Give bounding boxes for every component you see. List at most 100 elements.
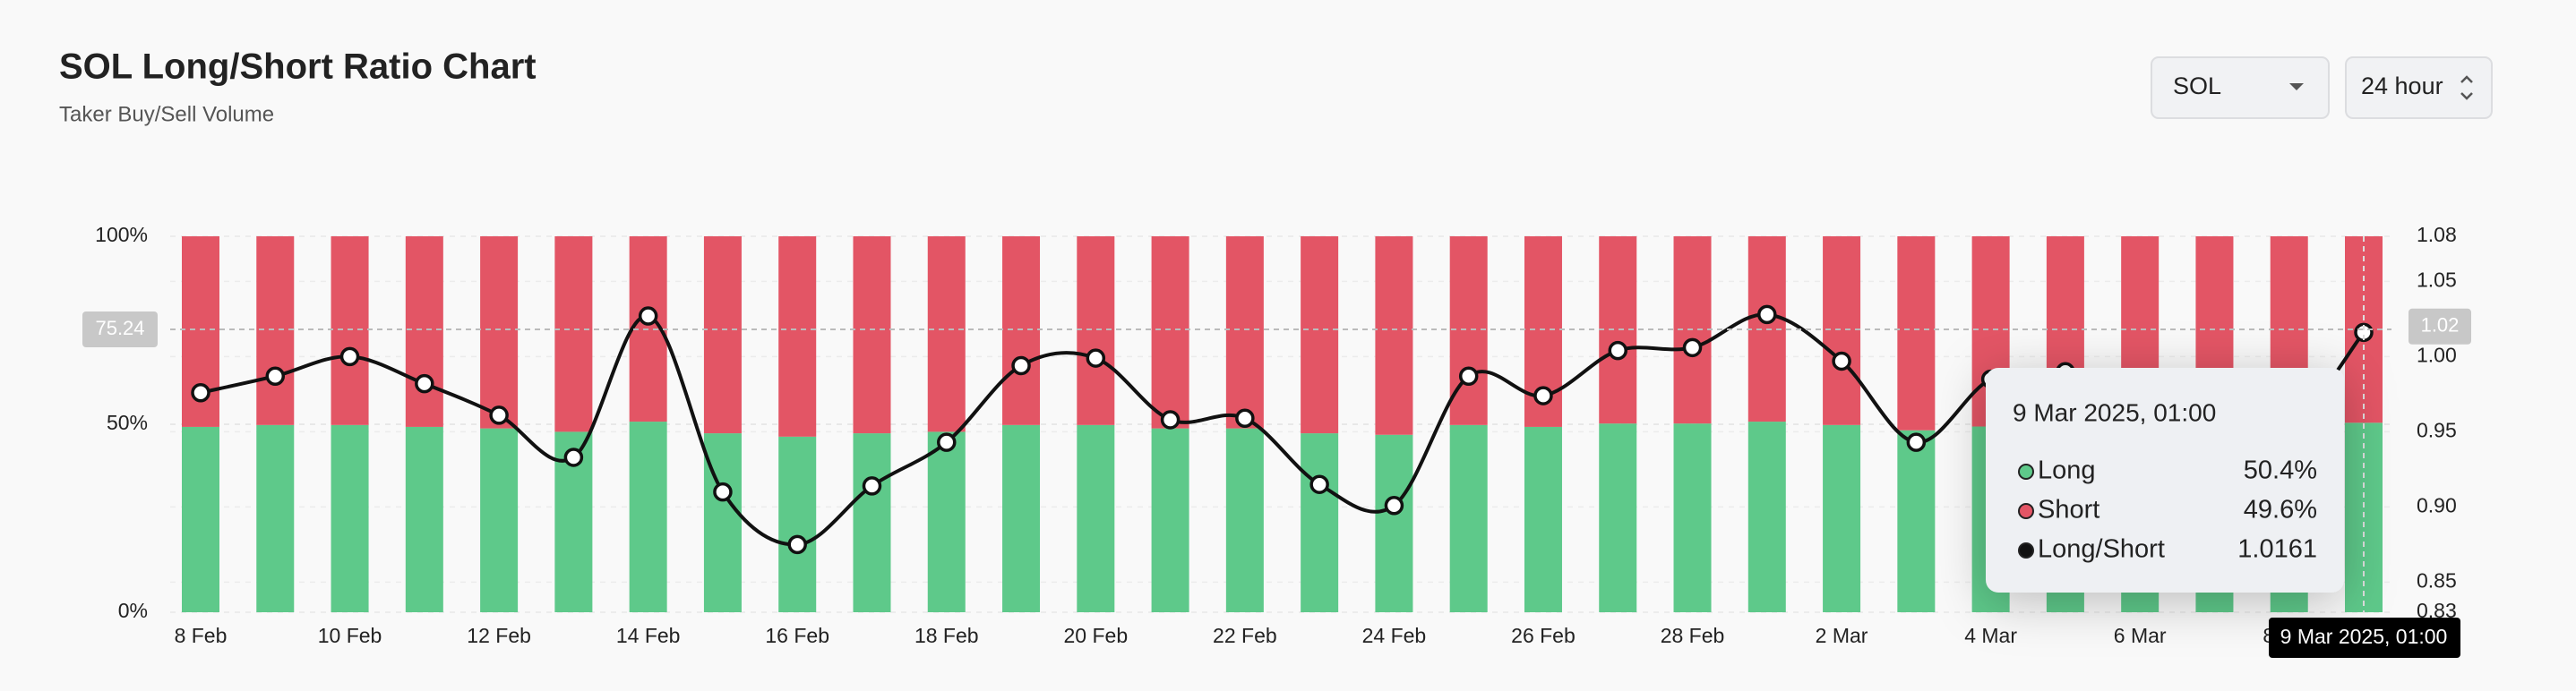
bar-segment bbox=[1897, 236, 1936, 431]
bar-segment bbox=[480, 428, 519, 612]
bar-segment bbox=[1449, 236, 1488, 425]
bar-segment bbox=[1823, 236, 1861, 425]
bar-segment bbox=[405, 426, 443, 612]
tooltip-value: 1.0161 bbox=[2237, 535, 2317, 564]
crosshair-x-label: 9 Mar 2025, 01:00 bbox=[2280, 625, 2448, 648]
ratio-point bbox=[1682, 337, 1703, 358]
ratio-point bbox=[339, 346, 360, 367]
bar-segment bbox=[480, 236, 519, 429]
bar-segment bbox=[1225, 428, 1264, 612]
ratio-point bbox=[1832, 351, 1851, 371]
tooltip-value: 50.4% bbox=[2244, 456, 2317, 485]
bar-segment bbox=[1449, 424, 1488, 612]
bar-segment bbox=[1301, 433, 1339, 612]
ratio-point bbox=[1608, 340, 1627, 361]
x-tick-label: 20 Feb bbox=[1064, 624, 1129, 647]
x-tick-label: 8 Feb bbox=[175, 624, 228, 647]
dropdown-box[interactable] bbox=[2151, 56, 2330, 119]
bar-segment bbox=[1524, 426, 1562, 612]
crosshair-y2-box bbox=[2409, 308, 2471, 345]
y-tick-label: 100% bbox=[95, 223, 148, 246]
bar-segment bbox=[1747, 422, 1786, 612]
bar-segment bbox=[703, 236, 742, 434]
bar-segment bbox=[256, 424, 295, 612]
tooltip-name: Long bbox=[2038, 456, 2096, 485]
ratio-point bbox=[1011, 355, 1031, 376]
period-dropdown[interactable]: 24 hour bbox=[2345, 56, 2493, 119]
chevron bbox=[2289, 83, 2304, 90]
bar-segment bbox=[1823, 424, 1861, 612]
x-tick-label: 10 Feb bbox=[318, 624, 382, 647]
bar-segment bbox=[1151, 236, 1189, 429]
ratio-point bbox=[787, 534, 807, 555]
tooltip-name: Short bbox=[2038, 496, 2099, 525]
bar-segment bbox=[1002, 236, 1041, 425]
ratio-point bbox=[191, 382, 210, 403]
ratio-point bbox=[1906, 432, 1927, 452]
ratio-point bbox=[1235, 408, 1255, 429]
bar-segment bbox=[1301, 236, 1339, 434]
chevron bbox=[2460, 75, 2473, 100]
ratio-point bbox=[1757, 304, 1777, 325]
crosshair-y-label: 75.24 bbox=[95, 317, 144, 339]
ratio-point bbox=[2354, 322, 2374, 343]
bar-segment bbox=[778, 436, 817, 612]
x-tick-label: 26 Feb bbox=[1511, 624, 1576, 647]
subtitle: Taker Buy/Sell Volume bbox=[59, 102, 274, 126]
dropdown-text[interactable]: SOL bbox=[2173, 73, 2221, 99]
y-tick-label: 50% bbox=[107, 411, 148, 434]
ratio-point bbox=[1533, 386, 1553, 405]
ratio-point bbox=[937, 432, 957, 452]
title: SOL Long/Short Ratio Chart bbox=[59, 47, 537, 87]
ratio-point bbox=[1384, 495, 1404, 516]
asset-dropdown[interactable]: SOL bbox=[2151, 56, 2330, 119]
y2-tick-label: 0.95 bbox=[2417, 418, 2457, 441]
tooltip-swatch bbox=[2018, 542, 2034, 559]
bar-segment bbox=[1077, 424, 1115, 612]
dropdown-text[interactable]: 24 hour bbox=[2361, 73, 2443, 99]
tooltip-swatch bbox=[2018, 464, 2034, 480]
dropdown-box[interactable] bbox=[2345, 56, 2493, 119]
bar-segment bbox=[554, 236, 593, 432]
bar-segment bbox=[182, 426, 219, 612]
bar-segment bbox=[778, 236, 817, 437]
bar-segment bbox=[1673, 423, 1712, 612]
crosshair-y-box bbox=[82, 311, 158, 347]
bar-segment bbox=[629, 422, 667, 612]
x-tick-label: 24 Feb bbox=[1362, 624, 1427, 647]
x-tick-label: 12 Feb bbox=[467, 624, 531, 647]
x-tick-label: 28 Feb bbox=[1661, 624, 1725, 647]
tooltip: 9 Mar 2025, 01:00 Long 50.4% Short 49.6% Long… bbox=[1986, 368, 2344, 593]
ratio-point bbox=[1086, 348, 1106, 368]
bar-segment bbox=[853, 236, 891, 434]
ratio-point bbox=[1160, 410, 1181, 430]
bar-segment bbox=[1225, 236, 1264, 429]
bar-segment bbox=[1599, 423, 1637, 612]
bar-segment bbox=[1897, 430, 1936, 612]
bar-segment bbox=[1375, 434, 1413, 612]
ratio-point bbox=[1309, 474, 1329, 494]
ratio-point bbox=[265, 366, 286, 386]
x-tick-label: 22 Feb bbox=[1213, 624, 1277, 647]
bar-segment bbox=[331, 424, 369, 612]
ratio-point bbox=[1458, 366, 1479, 386]
x-tick-label: 2 Mar bbox=[1816, 624, 1868, 647]
x-tick-label: 16 Feb bbox=[765, 624, 829, 647]
tooltip-title: 9 Mar 2025, 01:00 bbox=[2013, 398, 2216, 426]
bar-segment bbox=[1002, 424, 1041, 612]
x-tick-label: 6 Mar bbox=[2114, 624, 2167, 647]
y2-tick-label: 1.08 bbox=[2417, 223, 2457, 246]
bar-segment bbox=[853, 433, 891, 612]
ratio-point bbox=[415, 373, 434, 394]
bar-segment bbox=[405, 236, 443, 427]
y-tick-label: 0% bbox=[118, 599, 148, 622]
ratio-point bbox=[713, 482, 733, 502]
ratio-point bbox=[638, 306, 658, 326]
crosshair-x-box bbox=[2269, 618, 2460, 658]
y2-tick-label: 0.90 bbox=[2417, 493, 2457, 516]
bar-segment bbox=[1375, 236, 1413, 435]
x-tick-label: 14 Feb bbox=[616, 624, 681, 647]
ratio-point bbox=[862, 476, 882, 496]
tooltip-box bbox=[1986, 368, 2344, 593]
